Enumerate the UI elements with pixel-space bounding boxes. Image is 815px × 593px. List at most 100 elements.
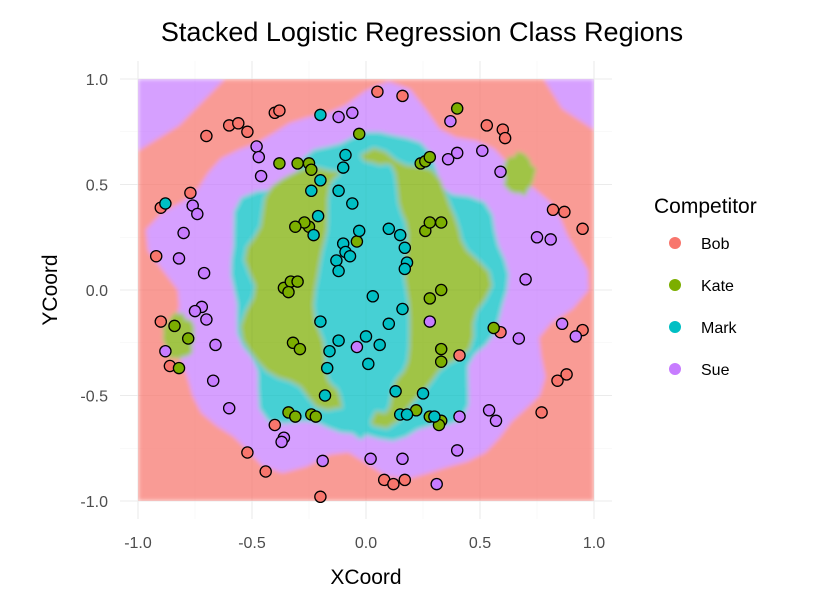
point-bob-5 <box>232 117 245 130</box>
chart-title: Stacked Logistic Regression Class Region… <box>161 17 683 47</box>
point-sue-14 <box>177 226 190 240</box>
point-sue-31 <box>489 414 503 428</box>
point-sue-10 <box>530 231 544 244</box>
point-mark-12 <box>332 264 345 278</box>
point-kate-6 <box>291 157 304 170</box>
point-kate-0 <box>450 102 464 115</box>
point-mark-35 <box>416 387 430 400</box>
point-kate-31 <box>289 410 302 423</box>
legend: Competitor Bob Kate Mark Sue <box>654 195 757 379</box>
point-kate-24 <box>434 342 448 356</box>
point-sue-30 <box>482 404 496 417</box>
point-mark-0 <box>314 108 327 122</box>
point-mark-19 <box>398 262 412 276</box>
point-bob-8 <box>480 119 494 132</box>
legend-key-mark <box>669 321 681 333</box>
point-sue-3 <box>250 140 263 153</box>
point-sue-8 <box>476 144 489 157</box>
point-bob-22 <box>560 368 573 381</box>
point-sue-13 <box>191 207 204 221</box>
data-points <box>149 85 589 504</box>
point-kate-18 <box>291 275 304 288</box>
point-kate-27 <box>168 319 181 333</box>
point-sue-39 <box>430 477 443 491</box>
legend-label-bob: Bob <box>701 236 730 253</box>
point-mark-1 <box>339 148 352 162</box>
point-sue-19 <box>200 313 213 326</box>
point-sue-32 <box>453 410 466 423</box>
point-mark-27 <box>373 338 386 352</box>
point-mark-29 <box>320 361 334 375</box>
legend-items: Bob Kate Mark Sue <box>669 236 738 379</box>
y-tick-label-2: 0.0 <box>86 283 108 300</box>
point-sue-34 <box>275 435 288 449</box>
point-kate-20 <box>423 292 437 305</box>
point-bob-21 <box>551 374 564 387</box>
legend-key-bob <box>669 237 681 249</box>
point-sue-4 <box>252 150 266 164</box>
region-sue-1 <box>138 79 225 151</box>
point-sue-22 <box>206 374 220 387</box>
point-kate-4 <box>423 150 437 164</box>
legend-label-sue: Sue <box>701 362 730 379</box>
point-sue-6 <box>450 146 464 160</box>
point-sue-9 <box>494 165 507 179</box>
point-mark-22 <box>314 315 327 328</box>
point-kate-14 <box>423 216 437 229</box>
point-kate-25 <box>434 355 448 368</box>
point-mark-3 <box>314 174 327 187</box>
x-tick-label-3: 0.5 <box>469 535 491 552</box>
point-bob-13 <box>576 222 589 236</box>
point-sue-38 <box>396 452 409 466</box>
legend-label-mark: Mark <box>701 320 738 337</box>
point-bob-16 <box>149 249 163 263</box>
point-bob-24 <box>535 406 548 419</box>
point-mark-4 <box>305 184 318 198</box>
point-sue-28 <box>350 340 364 354</box>
point-mark-28 <box>396 302 409 316</box>
point-mark-16 <box>393 228 407 242</box>
point-sue-11 <box>544 233 557 246</box>
point-bob-6 <box>200 129 213 143</box>
legend-label-kate: Kate <box>701 278 734 295</box>
legend-title: Competitor <box>654 195 757 218</box>
point-mark-32 <box>389 385 402 398</box>
point-sue-36 <box>316 454 329 468</box>
point-mark-5 <box>332 184 345 198</box>
point-bob-30 <box>387 477 400 491</box>
point-bob-28 <box>314 490 327 504</box>
x-tick-labels: -1.0 -0.5 0.0 0.5 1.0 <box>124 535 605 552</box>
point-bob-25 <box>268 418 282 432</box>
point-mark-8 <box>307 228 320 242</box>
legend-key-kate <box>669 279 681 291</box>
point-sue-18 <box>188 304 202 318</box>
y-tick-label-0: -1.0 <box>80 494 108 511</box>
point-sue-25 <box>555 317 569 331</box>
point-bob-11 <box>546 203 560 217</box>
point-mark-20 <box>159 197 172 210</box>
y-tick-label-1: -0.5 <box>80 389 108 406</box>
point-bob-10 <box>498 131 512 145</box>
region-mark-6 <box>313 144 410 440</box>
x-tick-label-2: 0.0 <box>355 535 377 552</box>
point-sue-35 <box>450 444 464 457</box>
point-mark-6 <box>346 197 359 210</box>
point-bob-0 <box>371 85 384 98</box>
y-axis-title: YCoord <box>39 254 62 325</box>
point-sue-1 <box>346 106 359 120</box>
point-kate-12 <box>350 235 364 248</box>
point-mark-26 <box>359 330 373 343</box>
point-sue-5 <box>254 169 268 183</box>
y-tick-label-3: 0.5 <box>86 178 108 195</box>
point-kate-15 <box>434 216 448 229</box>
x-tick-label-0: -1.0 <box>124 535 152 552</box>
region-group <box>138 79 594 501</box>
point-sue-20 <box>209 338 222 352</box>
x-tick-label-4: 1.0 <box>583 535 605 552</box>
point-sue-23 <box>222 401 236 415</box>
point-kate-33 <box>309 410 323 423</box>
y-tick-labels: -1.0 -0.5 0.0 0.5 1.0 <box>80 72 108 511</box>
point-mark-21 <box>366 290 380 303</box>
point-mark-2 <box>336 161 350 174</box>
